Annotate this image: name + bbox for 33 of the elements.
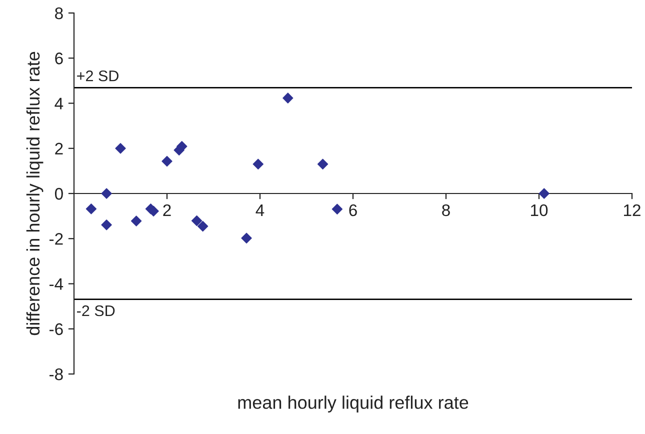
x-axis-title: mean hourly liquid reflux rate (238, 396, 468, 412)
ref-line-label: -2 SD (77, 305, 115, 316)
y-tick-label: 2 (55, 142, 63, 154)
y-tick-label: -4 (50, 278, 64, 290)
point (191, 215, 202, 226)
point (115, 143, 126, 154)
x-tick-label: 10 (531, 204, 548, 216)
x-tick-label: 6 (349, 204, 357, 216)
point (252, 158, 264, 170)
x-tick-label: 8 (442, 204, 450, 216)
point (162, 156, 172, 167)
y-tick-label: -8 (50, 368, 63, 380)
point (101, 220, 112, 230)
y-tick-label: 0 (54, 188, 63, 200)
y-tick-label: 8 (55, 7, 63, 20)
point (197, 220, 208, 232)
ref-line-label: +2 SD (77, 70, 118, 82)
x-tick-label: 4 (256, 204, 264, 216)
y-tick-label: -2 (50, 233, 63, 245)
point (317, 158, 328, 170)
x-tick-label: 2 (163, 204, 171, 216)
y-tick-label: -6 (50, 323, 63, 336)
point (282, 92, 294, 104)
point (538, 188, 550, 199)
x-tick-label: 12 (624, 204, 640, 216)
point (130, 216, 142, 226)
point (86, 203, 97, 214)
y-tick-label: 4 (54, 98, 64, 110)
point (332, 204, 343, 214)
point (241, 232, 252, 244)
point (101, 188, 112, 199)
y-axis-title: difference in hourly liquid reflux rate (26, 52, 44, 336)
y-tick-label: 6 (55, 52, 63, 64)
